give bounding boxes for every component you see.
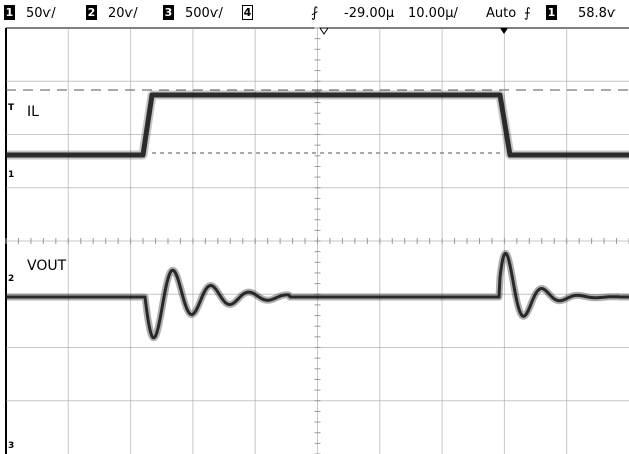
trigger-edge-icon: ⨏ <box>311 5 319 21</box>
trigger-position: -29.00μ <box>344 6 395 21</box>
channel-3-badge[interactable]: 3 <box>163 5 174 20</box>
graticule <box>5 27 629 454</box>
channel-3-ground-marker: 3 <box>8 441 15 451</box>
timebase-scale: 10.00μ/ <box>408 6 458 21</box>
il-trace-label: IL <box>27 104 39 120</box>
channel-4-badge[interactable]: 4 <box>242 5 253 20</box>
vout-trace <box>5 252 629 340</box>
channel-1-badge[interactable]: 1 <box>4 5 15 20</box>
channel-2-badge[interactable]: 2 <box>86 5 97 20</box>
il-trace-noise <box>6 90 629 160</box>
trigger-point-marker <box>500 28 508 34</box>
trigger-slope-icon: ⨍ <box>524 6 531 21</box>
time-reference-marker <box>319 27 329 35</box>
trigger-level-marker: T <box>8 103 15 113</box>
channel-2-ground-marker: 2 <box>8 274 15 284</box>
channel-2-scale: 20ѵ/ <box>108 6 138 21</box>
traces-group <box>3 90 629 342</box>
vout-trace-label: VOUT <box>27 258 67 274</box>
status-bar: 1 50ѵ/ 2 20ѵ/ 3 500ѵ/ 4 ⨏ -29.00μ 10.00μ… <box>0 0 629 28</box>
channel-1-scale: 50ѵ/ <box>26 6 56 21</box>
acquisition-mode[interactable]: Auto <box>486 6 517 21</box>
trigger-source-badge[interactable]: 1 <box>546 5 557 20</box>
il-trace <box>6 92 629 158</box>
trigger-level: 58.8ѵ <box>578 6 616 21</box>
channel-3-scale: 500ѵ/ <box>185 6 223 21</box>
channel-1-ground-marker: 1 <box>8 170 15 180</box>
